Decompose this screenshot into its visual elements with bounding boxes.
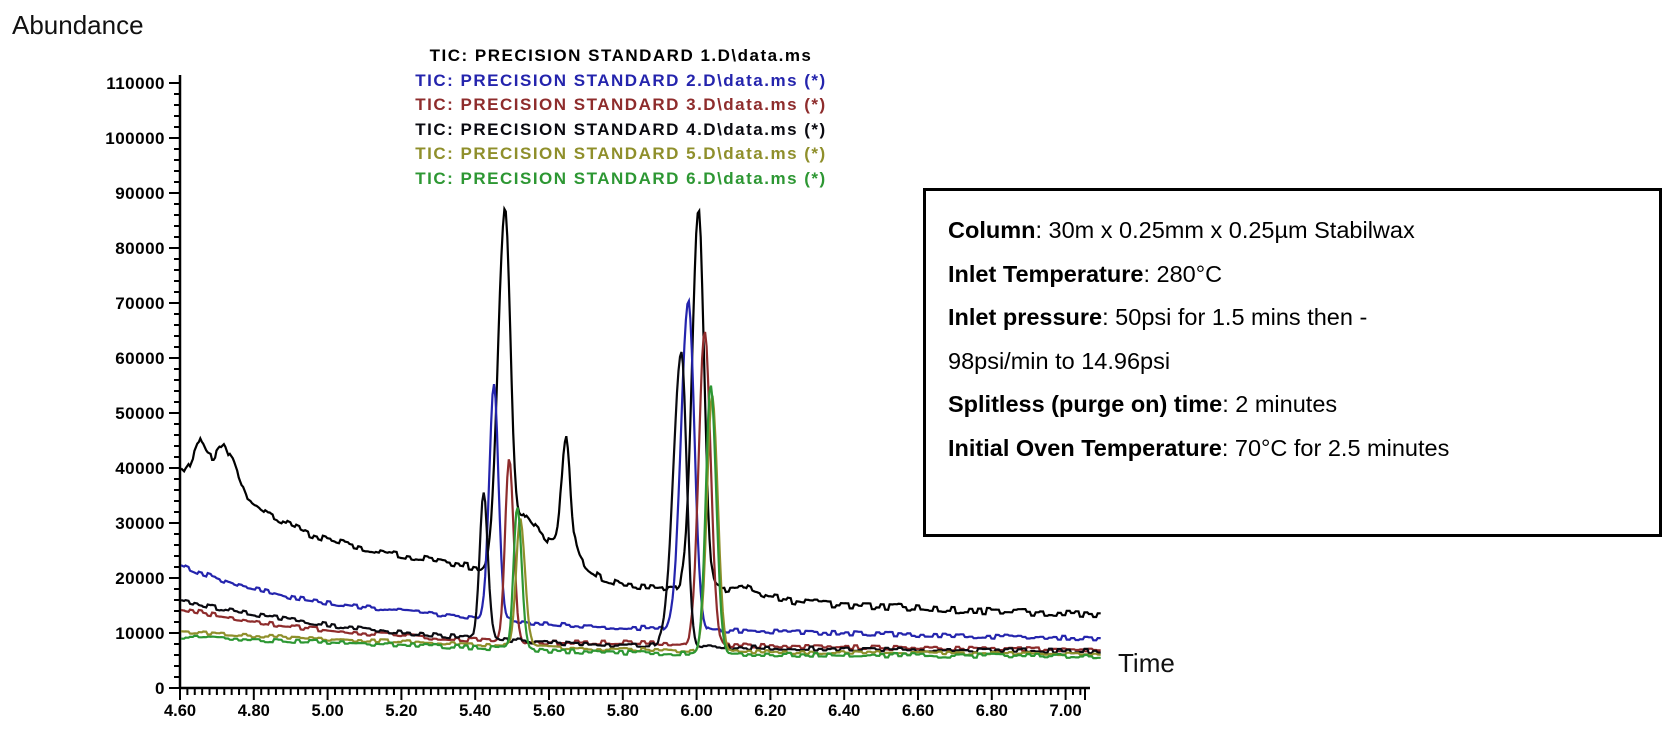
parameter-line-1: Column: 30m x 0.25mm x 0.25µm Stabilwax (948, 217, 1415, 243)
svg-text:4.60: 4.60 (164, 702, 196, 720)
svg-text:5.00: 5.00 (312, 702, 344, 720)
svg-text:6.20: 6.20 (754, 702, 786, 720)
svg-text:5.40: 5.40 (459, 702, 491, 720)
legend-entry-1: TIC: PRECISION STANDARD 1.D\data.ms (429, 46, 813, 65)
trace-standard-1 (180, 205, 1101, 619)
svg-text:80000: 80000 (115, 239, 165, 258)
svg-text:10000: 10000 (115, 624, 165, 643)
axes: 0 10000 20000 30000 40000 50000 60000 70000 8000… (105, 74, 1090, 720)
y-axis-title: Abundance (12, 10, 144, 40)
legend-entry-5: TIC: PRECISION STANDARD 5.D\data.ms (*) (415, 144, 827, 164)
parameter-line-4: 98psi/min to 14.96psi (948, 347, 1171, 374)
svg-text:30000: 30000 (115, 514, 165, 533)
trace-standard-2 (180, 296, 1101, 642)
chart-legend: TIC: PRECISION STANDARD 1.D\data.ms TIC: … (331, 44, 911, 192)
svg-text:20000: 20000 (115, 569, 165, 588)
svg-text:90000: 90000 (115, 184, 165, 203)
parameter-label: Column (948, 217, 1036, 243)
svg-text:5.80: 5.80 (607, 702, 639, 720)
method-parameters-box: Column: 30m x 0.25mm x 0.25µm Stabilwax I… (923, 188, 1662, 537)
parameter-line-6: Initial Oven Temperature: 70°C for 2.5 m… (948, 434, 1450, 461)
trace-standard-6 (181, 385, 1101, 660)
parameter-label: Initial Oven Temperature (948, 434, 1222, 461)
svg-text:6.40: 6.40 (828, 702, 860, 720)
svg-text:70000: 70000 (115, 294, 165, 313)
parameter-line-2: Inlet Temperature: 280°C (948, 260, 1223, 287)
svg-text:5.20: 5.20 (385, 702, 417, 720)
parameter-line-5: Splitless (purge on) time: 2 minutes (948, 391, 1338, 417)
parameter-label: Inlet Temperature (948, 260, 1144, 287)
trace-standard-5 (181, 395, 1101, 657)
parameter-line-3: Inlet pressure: 50psi for 1.5 mins then … (948, 304, 1368, 330)
svg-text:110000: 110000 (106, 74, 165, 93)
svg-text:60000: 60000 (115, 349, 165, 368)
svg-text:5.60: 5.60 (533, 702, 565, 720)
legend-entry-2: TIC: PRECISION STANDARD 2.D\data.ms (*) (415, 70, 827, 90)
svg-text:40000: 40000 (115, 459, 165, 478)
legend-entry-6: TIC: PRECISION STANDARD 6.D\data.ms (*) (415, 168, 827, 188)
svg-text:6.00: 6.00 (681, 702, 713, 720)
svg-text:0: 0 (155, 679, 165, 698)
svg-text:100000: 100000 (105, 129, 165, 148)
parameter-label: Splitless (purge on) time (948, 391, 1223, 417)
svg-text:50000: 50000 (115, 404, 165, 423)
parameter-label: Inlet pressure (948, 304, 1103, 330)
svg-text:4.80: 4.80 (238, 702, 270, 720)
svg-text:6.60: 6.60 (902, 702, 934, 720)
svg-text:6.80: 6.80 (976, 702, 1008, 720)
trace-standard-4 (180, 351, 1101, 655)
legend-entry-4: TIC: PRECISION STANDARD 4.D\data.ms (*) (415, 119, 827, 139)
legend-entry-3: TIC: PRECISION STANDARD 3.D\data.ms (*) (415, 95, 827, 115)
x-axis-title: Time (1118, 648, 1175, 678)
svg-text:7.00: 7.00 (1050, 702, 1082, 720)
